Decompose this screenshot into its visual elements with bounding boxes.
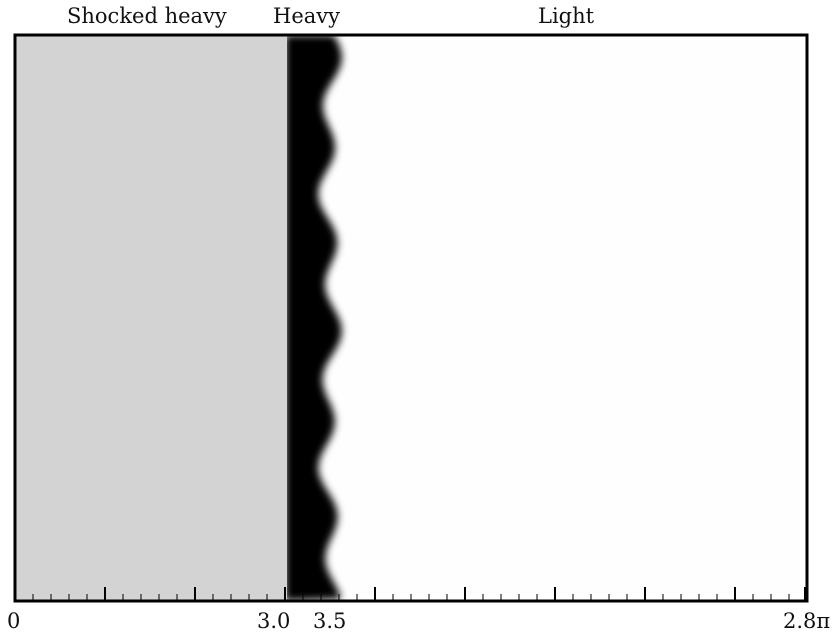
- tick-label-end: 2.8π: [783, 609, 831, 633]
- heavy-region: [285, 35, 342, 601]
- x-axis-ticks: [14, 587, 806, 601]
- tick-label-interface-right: 3.5: [313, 609, 347, 633]
- region-label-heavy: Heavy: [273, 4, 340, 28]
- tick-label-start: 0: [7, 609, 21, 633]
- region-label-shocked-heavy: Shocked heavy: [67, 4, 227, 28]
- shocked-heavy-region: [15, 35, 287, 601]
- region-label-light: Light: [538, 4, 595, 28]
- tick-label-interface-left: 3.0: [257, 609, 291, 633]
